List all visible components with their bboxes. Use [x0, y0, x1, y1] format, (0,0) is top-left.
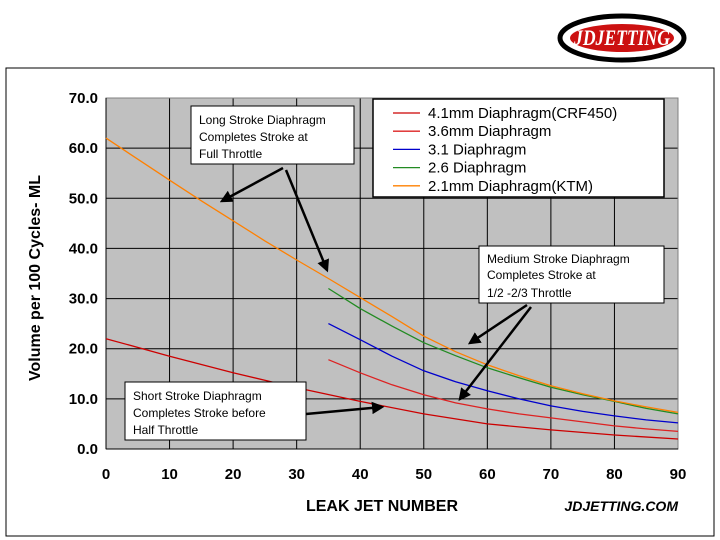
series-line-0	[105, 338, 679, 440]
annotation-arrow	[305, 401, 385, 416]
annotation-line: Short Stroke Diaphragm	[133, 389, 262, 403]
x-tick-labels: 0 10 20 30 40 50 60 70 80 90	[102, 466, 687, 483]
y-axis-title: Volume per 100 Cycles- ML	[27, 175, 44, 381]
annotation-short-stroke: Short Stroke Diaphragm Completes Stroke …	[124, 381, 385, 441]
x-tick-label: 70	[543, 466, 560, 483]
legend-label: 4.1mm Diaphragm(CRF450)	[428, 105, 617, 122]
annotation-medium-stroke: Medium Stroke Diaphragm Completes Stroke…	[458, 245, 665, 401]
y-tick-label: 30.0	[69, 291, 98, 308]
series-line-3	[328, 287, 679, 415]
legend-label: 3.1 Diaphragm	[428, 141, 526, 158]
annotation-line: Full Throttle	[199, 147, 262, 161]
legend-box	[372, 98, 665, 198]
annotation-box	[478, 245, 665, 304]
legend-label: 2.6 Diaphragm	[428, 160, 526, 177]
series-line-1	[328, 359, 679, 433]
y-tick-label: 70.0	[69, 90, 98, 107]
annotation-line: Completes Stroke at	[199, 130, 308, 144]
annotation-box	[190, 105, 355, 165]
logo-text: JDJETTING	[573, 25, 670, 50]
y-tick-label: 10.0	[69, 391, 98, 408]
x-tick-label: 90	[670, 466, 687, 483]
jdjetting-logo: JDJETTING	[557, 13, 687, 63]
x-tick-label: 10	[161, 466, 178, 483]
annotation-box	[124, 381, 307, 441]
y-tick-label: 60.0	[69, 140, 98, 157]
annotation-line: Completes Stroke before	[133, 406, 266, 420]
annotation-line: Completes Stroke at	[487, 268, 596, 282]
x-tick-label: 0	[102, 466, 110, 483]
legend-label: 2.1mm Diaphragm(KTM)	[428, 178, 593, 195]
x-axis-title: LEAK JET NUMBER	[306, 498, 458, 515]
y-tick-label: 50.0	[69, 190, 98, 207]
annotation-line: Medium Stroke Diaphragm	[487, 252, 630, 266]
y-tick-label: 0.0	[77, 441, 98, 458]
annotation-arrow	[219, 166, 284, 203]
y-tick-label: 40.0	[69, 240, 98, 257]
annotation-arrow	[467, 303, 528, 345]
x-tick-label: 30	[288, 466, 305, 483]
x-tick-label: 80	[606, 466, 623, 483]
y-tick-label: 20.0	[69, 341, 98, 358]
x-tick-label: 50	[415, 466, 432, 483]
x-tick-label: 40	[352, 466, 369, 483]
x-tick-label: 60	[479, 466, 496, 483]
annotation-arrow	[284, 169, 329, 273]
legend: 4.1mm Diaphragm(CRF450)3.6mm Diaphragm3.…	[372, 98, 665, 198]
x-tick-label: 20	[225, 466, 242, 483]
series-line-2	[328, 323, 679, 424]
annotation-long-stroke: Long Stroke Diaphragm Completes Stroke a…	[190, 105, 355, 273]
annotation-line: Half Throttle	[133, 423, 198, 437]
watermark: JDJETTING.COM	[564, 498, 678, 514]
annotation-line: 1/2 -2/3 Throttle	[487, 286, 572, 300]
series-line-4	[105, 137, 679, 414]
legend-label: 3.6mm Diaphragm	[428, 123, 551, 140]
annotation-arrow	[458, 306, 532, 401]
annotation-line: Long Stroke Diaphragm	[199, 113, 326, 127]
y-tick-labels: 0.0 10.0 20.0 30.0 40.0 50.0 60.0 70.0	[69, 90, 98, 458]
series-lines	[105, 137, 679, 440]
